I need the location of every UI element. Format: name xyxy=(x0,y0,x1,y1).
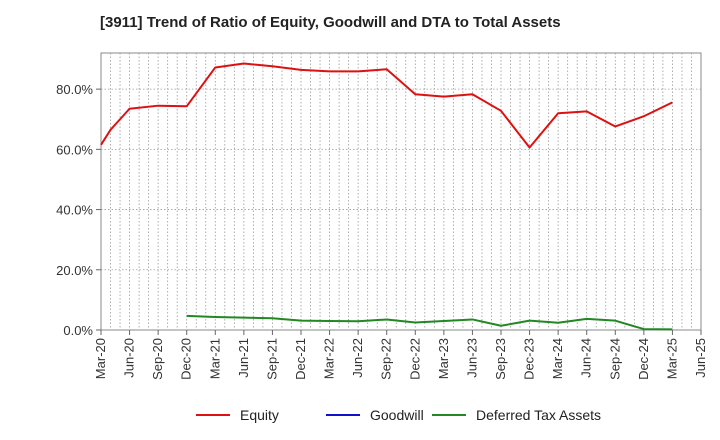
x-tick-label: Dec-22 xyxy=(407,338,422,380)
x-tick-label: Mar-25 xyxy=(664,338,679,379)
chart-legend: Equity Goodwill Deferred Tax Assets xyxy=(0,404,720,426)
x-tick-label: Jun-24 xyxy=(579,338,594,378)
x-tick-label: Mar-21 xyxy=(207,338,222,379)
x-tick-label: Mar-24 xyxy=(550,338,565,379)
x-tick-label: Dec-24 xyxy=(636,338,651,380)
x-tick-label: Sep-21 xyxy=(264,338,279,380)
legend-item-goodwill: Goodwill xyxy=(326,404,424,426)
legend-swatch-equity xyxy=(196,414,230,416)
x-tick-label: Sep-23 xyxy=(493,338,508,380)
x-tick-label: Jun-22 xyxy=(350,338,365,378)
x-tick-label: Dec-21 xyxy=(293,338,308,380)
y-tick-label: 0.0% xyxy=(63,323,93,338)
legend-swatch-goodwill xyxy=(326,414,360,416)
legend-swatch-deferred-tax-assets xyxy=(432,414,466,416)
y-tick-label: 60.0% xyxy=(56,142,93,157)
x-tick-label: Sep-24 xyxy=(607,338,622,380)
legend-item-equity: Equity xyxy=(196,404,279,426)
x-tick-label: Sep-20 xyxy=(150,338,165,380)
series-line-equity xyxy=(100,62,673,149)
y-tick-label: 40.0% xyxy=(56,203,93,218)
x-tick-label: Dec-23 xyxy=(522,338,537,380)
x-tick-label: Jun-21 xyxy=(236,338,251,378)
x-tick-label: Jun-25 xyxy=(693,338,708,378)
x-tick-label: Mar-22 xyxy=(322,338,337,379)
legend-label: Equity xyxy=(240,407,279,423)
x-tick-label: Jun-23 xyxy=(464,338,479,378)
plot-frame xyxy=(100,52,702,331)
chart-title: [3911] Trend of Ratio of Equity, Goodwil… xyxy=(100,14,561,31)
x-tick-label: Mar-20 xyxy=(93,338,108,379)
x-tick-label: Jun-20 xyxy=(122,338,137,378)
x-tick-label: Mar-23 xyxy=(436,338,451,379)
x-tick-label: Dec-20 xyxy=(179,338,194,380)
legend-label: Goodwill xyxy=(370,407,424,423)
legend-label: Deferred Tax Assets xyxy=(476,407,602,423)
y-tick-label: 20.0% xyxy=(56,263,93,278)
y-tick-label: 80.0% xyxy=(56,82,93,97)
x-tick-label: Sep-22 xyxy=(379,338,394,380)
series-line-deferred-tax-assets xyxy=(186,314,673,331)
legend-item-deferred-tax-assets: Deferred Tax Assets xyxy=(432,404,601,426)
